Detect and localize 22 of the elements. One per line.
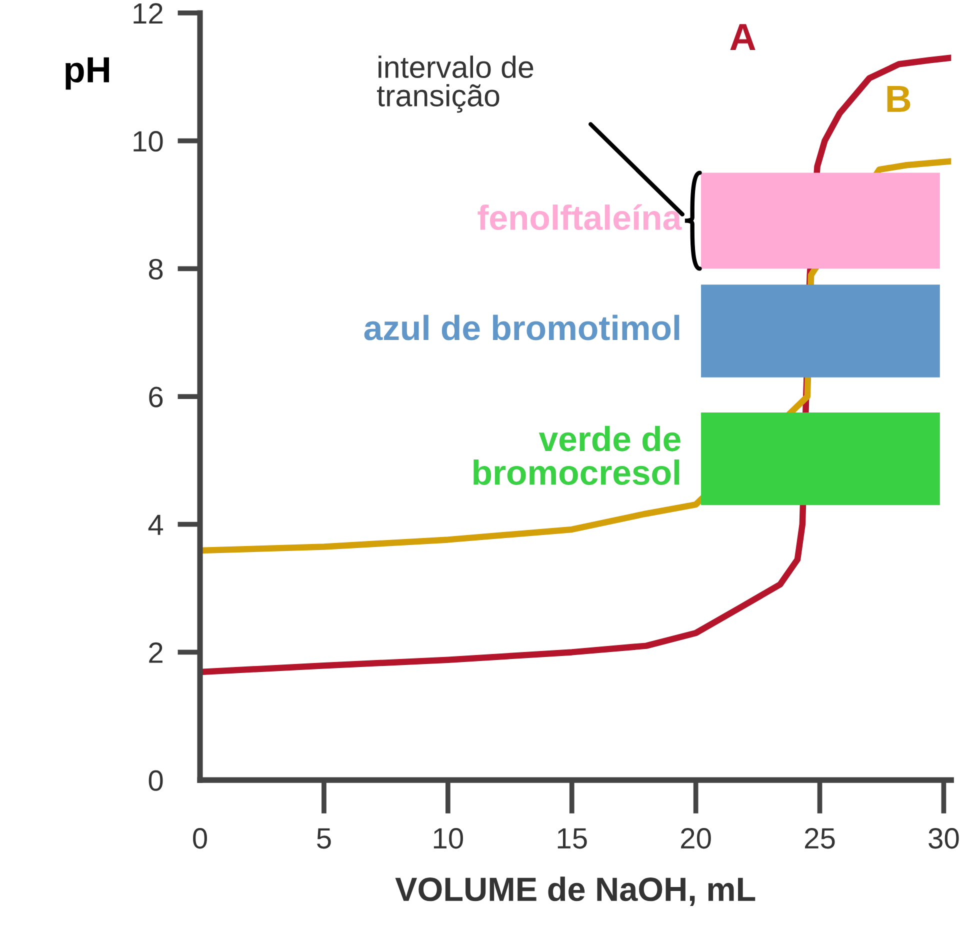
x-tick-label: 0 <box>193 828 207 849</box>
band-label: azul de bromotimol <box>364 314 680 340</box>
x-tick-label: 25 <box>805 828 835 849</box>
y-tick-label: 4 <box>148 514 164 535</box>
series-label: B <box>887 86 910 112</box>
y-tick-label: 12 <box>134 3 162 24</box>
y-tick-label: 6 <box>149 386 163 408</box>
x-tick-label: 10 <box>434 828 463 849</box>
band-label: fenolftaleína <box>478 204 682 230</box>
x-axis-title: VOLUME de NaOH, mL <box>395 876 756 906</box>
x-tick-label: 15 <box>558 828 587 849</box>
annotation: intervalo de transição <box>376 56 534 113</box>
y-tick-label: 2 <box>149 642 162 663</box>
y-tick-label: 8 <box>148 258 163 280</box>
x-tick-label: 5 <box>317 828 331 849</box>
band-label: verde de bromocresol <box>474 426 680 485</box>
y-tick-label: 0 <box>148 770 163 791</box>
x-tick-label: 20 <box>681 828 711 849</box>
y-axis-title: pH <box>66 57 109 90</box>
text: A <box>730 24 756 50</box>
y-tick-label: 10 <box>134 131 163 152</box>
x-tick-label: 30 <box>928 828 959 849</box>
